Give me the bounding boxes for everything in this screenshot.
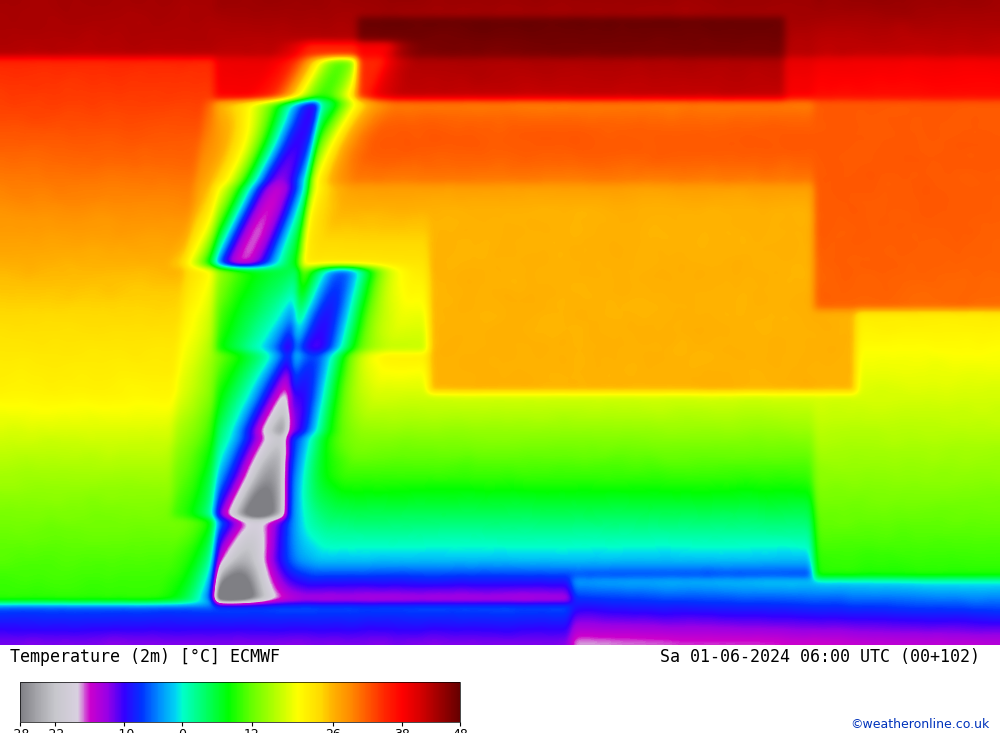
Text: Temperature (2m) [°C] ECMWF: Temperature (2m) [°C] ECMWF <box>10 648 280 666</box>
Text: Sa 01-06-2024 06:00 UTC (00+102): Sa 01-06-2024 06:00 UTC (00+102) <box>660 648 980 666</box>
Text: ©weatheronline.co.uk: ©weatheronline.co.uk <box>851 718 990 732</box>
